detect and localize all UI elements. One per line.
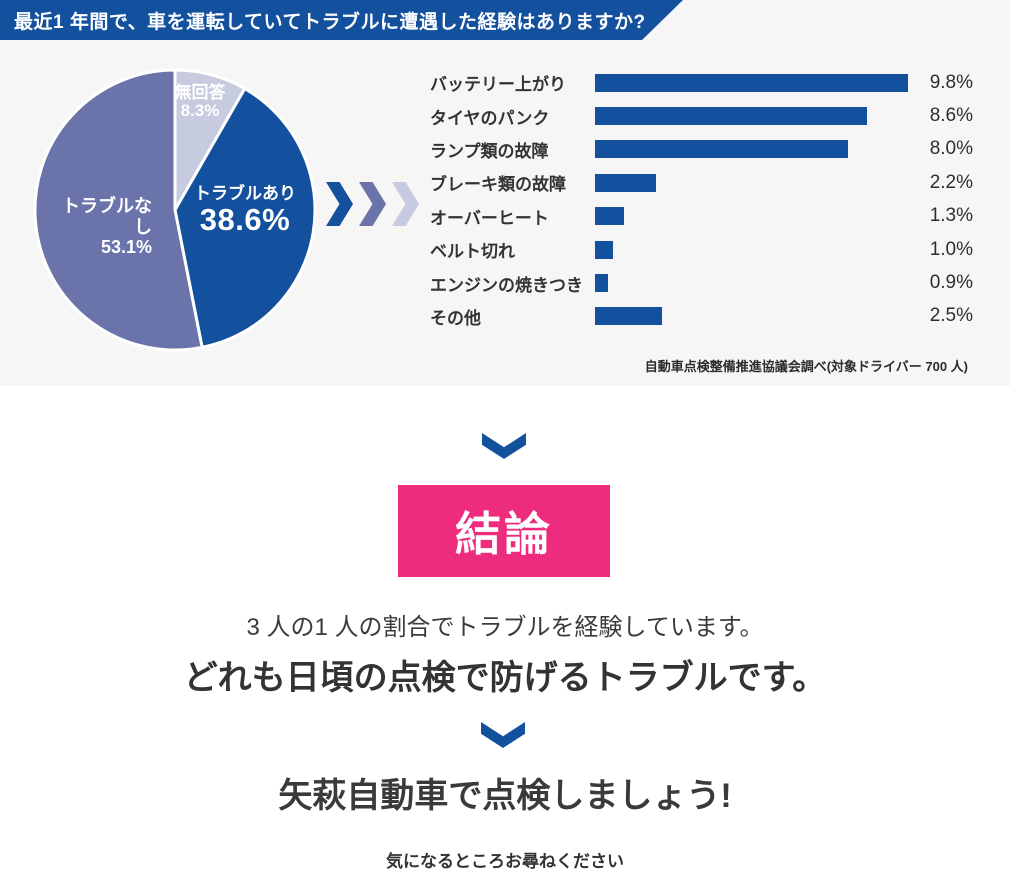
bar-category-label: ランプ類の故障	[430, 141, 549, 161]
bar-row: タイヤのパンク 8.6%	[430, 99, 973, 132]
pie-label-no-answer: 無回答 8.3%	[160, 83, 240, 121]
triple-chevron-right-icon	[326, 182, 419, 226]
bar-category-label: その他	[430, 308, 481, 328]
question-banner: 最近1 年間で、車を運転していてトラブルに遭遇した経験はありますか?	[0, 0, 683, 40]
bar-row: エンジンの焼きつき 0.9%	[430, 266, 973, 299]
bar-category-label: ベルト切れ	[430, 242, 515, 262]
conclusion-statement: 3 人の1 人の割合でトラブルを経験しています。	[246, 614, 764, 641]
conclusion-badge-label: 結論	[455, 508, 553, 560]
bar-row: その他 2.5%	[430, 300, 973, 333]
bar-category-label: ブレーキ類の故障	[430, 175, 566, 195]
bar	[595, 173, 656, 192]
source-note: 自動車点検整備推進協議会調べ(対象ドライバー 700 人)	[644, 359, 968, 374]
bar-value-label: 1.3%	[929, 205, 973, 227]
bar-row: ブレーキ類の故障 2.2%	[430, 166, 973, 199]
bar-category-label: エンジンの焼きつき	[430, 275, 583, 295]
trouble-bar-chart: バッテリー上がり 9.8% タイヤのパンク 8.6% ランプ類の故障 8.0% ブレーキ類の…	[430, 66, 973, 333]
bar-category-label: バッテリー上がり	[430, 75, 566, 95]
chevron-right-icon	[326, 182, 353, 226]
pie-slice-value: 53.1%	[100, 237, 152, 258]
pie-slice-name: 無回答	[174, 83, 226, 102]
conclusion-emphasis: どれも日頃の点検で防げるトラブルです。	[183, 659, 827, 697]
bar	[595, 240, 613, 259]
pie-slice-value: 8.3%	[180, 101, 220, 121]
bar	[595, 73, 908, 92]
bar-category-label: オーバーヒート	[430, 208, 549, 228]
cta-subtext: 気になるところお尋ねください	[386, 852, 624, 871]
bar-value-label: 9.8%	[929, 71, 973, 93]
bar	[595, 307, 662, 326]
pie-chart: 無回答 8.3% トラブルあり 38.6% トラブルなし 53.1%	[32, 67, 318, 353]
bar-row: バッテリー上がり 9.8%	[430, 66, 973, 99]
conclusion-badge: 結論	[398, 485, 610, 577]
bar	[595, 274, 608, 293]
bar-value-label: 0.9%	[929, 272, 973, 294]
chevron-right-icon	[359, 182, 386, 226]
bar	[595, 207, 624, 226]
bar-value-label: 8.6%	[929, 105, 973, 127]
pie-slice-name: トラブルあり	[194, 184, 296, 203]
pie-chart-svg	[33, 68, 317, 352]
bar-value-label: 1.0%	[929, 238, 973, 260]
bar-row: ベルト切れ 1.0%	[430, 233, 973, 266]
bar	[595, 140, 848, 159]
bar-value-label: 2.2%	[929, 171, 973, 193]
pie-slice-value: 38.6%	[199, 201, 291, 237]
pie-slice-1	[173, 87, 317, 349]
call-to-action: 矢萩自動車で点検しましょう!	[278, 777, 732, 815]
pie-label-trouble-yes: トラブルあり 38.6%	[190, 184, 300, 237]
bar-row: ランプ類の故障 8.0%	[430, 133, 973, 166]
bar-value-label: 8.0%	[929, 138, 973, 160]
bar-row: オーバーヒート 1.3%	[430, 200, 973, 233]
bar-category-label: タイヤのパンク	[430, 108, 550, 128]
chevron-down-icon	[482, 433, 526, 459]
bar	[595, 107, 867, 126]
survey-chart-section: 最近1 年間で、車を運転していてトラブルに遭遇した経験はありますか? 無回答 8…	[0, 0, 1010, 386]
chevron-down-icon	[481, 722, 525, 748]
pie-slice-name: トラブルなし	[62, 196, 152, 237]
chevron-right-icon	[392, 182, 419, 226]
pie-slice-2	[33, 68, 204, 352]
question-text: 最近1 年間で、車を運転していてトラブルに遭遇した経験はありますか?	[14, 11, 646, 33]
bar-value-label: 2.5%	[929, 305, 973, 327]
pie-label-trouble-no: トラブルなし 53.1%	[52, 196, 152, 258]
